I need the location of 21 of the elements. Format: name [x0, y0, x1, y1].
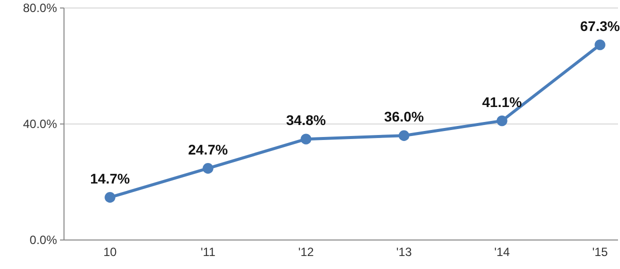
x-tick-label: '12	[298, 245, 314, 260]
data-label: 34.8%	[286, 112, 326, 128]
y-tick-label: 80.0%	[22, 0, 58, 15]
x-tick-label: '14	[494, 245, 510, 260]
point	[104, 192, 116, 203]
point	[594, 39, 606, 50]
data-label: 24.7%	[188, 141, 228, 158]
data-label: 36.0%	[384, 108, 424, 125]
x-tick-label: '11	[200, 245, 216, 260]
x-tick-label: '15	[592, 245, 608, 260]
y-tick-label: 0.0%	[30, 232, 58, 247]
point	[300, 134, 312, 144]
point	[496, 115, 508, 126]
data-label: 14.7%	[90, 170, 130, 186]
data-label: 67.3%	[580, 18, 620, 34]
y-tick-label: 40.0%	[22, 116, 58, 131]
data-label: 41.1%	[482, 94, 522, 110]
x-tick-label: 10	[103, 245, 117, 260]
point	[398, 130, 410, 141]
point	[202, 163, 214, 174]
x-tick-label: '13	[396, 245, 412, 260]
